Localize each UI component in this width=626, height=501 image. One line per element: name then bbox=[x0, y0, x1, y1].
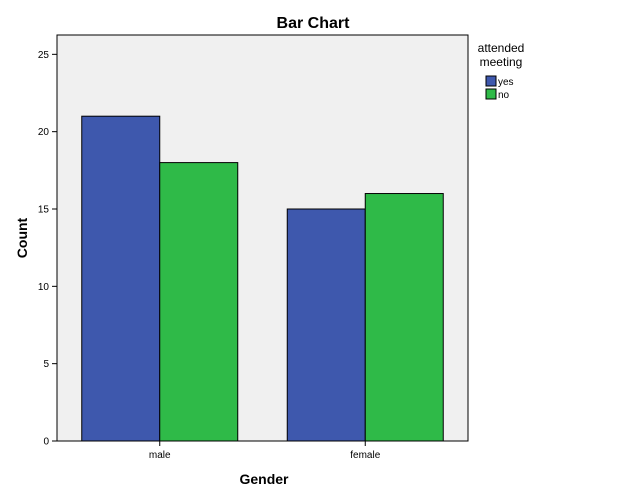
legend-swatch-yes bbox=[485, 75, 497, 87]
y-axis: 0 5 10 15 20 25 bbox=[38, 50, 57, 448]
chart-title: Bar Chart bbox=[277, 15, 351, 32]
legend-label-yes: yes bbox=[498, 77, 514, 88]
y-tick-label-20: 20 bbox=[38, 127, 50, 138]
bar-male-no bbox=[159, 162, 239, 442]
x-tick-label-female: female bbox=[350, 450, 380, 461]
bar-male-yes bbox=[81, 115, 161, 442]
y-tick-label-15: 15 bbox=[38, 205, 50, 216]
legend-title-line-2: meeting bbox=[480, 55, 523, 69]
legend-swatch-no bbox=[485, 88, 497, 100]
x-tick-label-male: male bbox=[149, 450, 171, 461]
legend-title-line-1: attended bbox=[478, 41, 525, 55]
y-axis-title: Count bbox=[14, 217, 30, 258]
bar-female-yes bbox=[286, 208, 366, 442]
y-tick-label-5: 5 bbox=[43, 359, 49, 370]
legend-items: yes no bbox=[485, 75, 514, 101]
y-tick-label-0: 0 bbox=[43, 437, 49, 448]
legend-label-no: no bbox=[498, 90, 510, 101]
y-tick-label-10: 10 bbox=[38, 282, 50, 293]
x-axis: male female bbox=[149, 441, 381, 461]
bars bbox=[81, 115, 444, 442]
bar-female-no bbox=[364, 193, 444, 442]
y-tick-label-25: 25 bbox=[38, 50, 50, 61]
legend: attended meeting yes no bbox=[478, 41, 525, 101]
x-axis-title: Gender bbox=[239, 471, 289, 487]
